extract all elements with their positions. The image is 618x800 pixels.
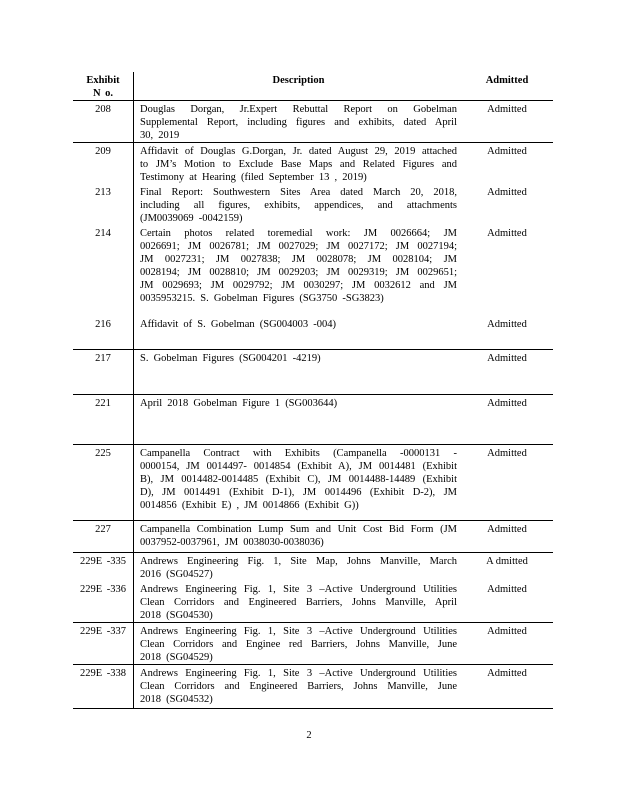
exhibit-number-cell: 217 bbox=[73, 350, 134, 394]
description-line: Clean Corridors and Enginee red Barriers… bbox=[140, 639, 457, 650]
description-line: 2016 (SG04527) bbox=[140, 569, 213, 580]
header-admitted: Admitted bbox=[485, 75, 529, 86]
table-body: 208 Douglas Dorgan, Jr.Expert Rebuttal R… bbox=[73, 100, 553, 708]
admitted-cell: Admitted bbox=[487, 668, 527, 679]
description-line: to JM’s Motion to Exclude Base Maps and … bbox=[140, 159, 457, 170]
description-line: 0037952-0037961, JM 0038030-0038036) bbox=[140, 537, 324, 548]
header-description: Description bbox=[272, 75, 325, 86]
table-row: 227 Campanella Combination Lump Sum and … bbox=[73, 520, 553, 552]
table-row: 209 Affidavit of Douglas G.Dorgan, Jr. d… bbox=[73, 142, 553, 184]
admitted-cell: Admitted bbox=[487, 626, 527, 637]
table-row: 229E -338 Andrews Engineering Fig. 1, Si… bbox=[73, 664, 553, 708]
description-line: Affidavit of S. Gobelman (SG004003 -004) bbox=[140, 319, 337, 330]
exhibit-number-cell: 229E -336 bbox=[73, 581, 134, 622]
exhibit-number-cell: 209 bbox=[73, 143, 134, 184]
description-line: 0014856 (Exhibit E) , JM 0014866 (Exhibi… bbox=[140, 500, 359, 511]
description-line: 30, 2019 bbox=[140, 130, 180, 141]
table-row: 208 Douglas Dorgan, Jr.Expert Rebuttal R… bbox=[73, 100, 553, 142]
description-cell: Campanella Contract with Exhibits (Campa… bbox=[134, 445, 461, 520]
description-cell: Affidavit of Douglas G.Dorgan, Jr. dated… bbox=[134, 143, 461, 184]
description-line: (JM0039069 -0042159) bbox=[140, 213, 243, 224]
admitted-cell: Admitted bbox=[487, 187, 527, 198]
description-line: S. Gobelman Figures (SG004201 -4219) bbox=[140, 353, 321, 364]
description-line: Final Report: Southwestern Sites Area da… bbox=[140, 187, 457, 198]
admitted-cell: Admitted bbox=[487, 584, 527, 595]
exhibit-number-cell: 213 bbox=[73, 184, 134, 225]
description-line: Douglas Dorgan, Jr.Expert Rebuttal Repor… bbox=[140, 104, 457, 115]
description-line: April 2018 Gobelman Figure 1 (SG003644) bbox=[140, 398, 338, 409]
admitted-cell: A dmitted bbox=[486, 556, 528, 567]
exhibit-table: Exhibit N o. Description Admitted 208 Do… bbox=[73, 72, 553, 709]
description-cell: Andrews Engineering Fig. 1, Site 3 –Acti… bbox=[134, 581, 461, 622]
description-cell: April 2018 Gobelman Figure 1 (SG003644) bbox=[134, 395, 461, 444]
description-line: Clean Corridors and Engineered Barriers,… bbox=[140, 597, 457, 608]
description-line: B), JM 0014482-0014485 (Exhibit C), JM 0… bbox=[140, 474, 457, 485]
description-cell: Andrews Engineering Fig. 1, Site Map, Jo… bbox=[134, 553, 461, 581]
exhibit-number-cell: 229E -337 bbox=[73, 623, 134, 664]
description-line: Certain photos related toremedial work: … bbox=[140, 228, 457, 239]
description-line: 0000154, JM 0014497- 0014854 (Exhibit A)… bbox=[140, 461, 457, 472]
description-cell: Douglas Dorgan, Jr.Expert Rebuttal Repor… bbox=[134, 101, 461, 142]
table-row: 213 Final Report: Southwestern Sites Are… bbox=[73, 184, 553, 225]
table-row: 216 Affidavit of S. Gobelman (SG004003 -… bbox=[73, 316, 553, 349]
description-cell: Andrews Engineering Fig. 1, Site 3 –Acti… bbox=[134, 623, 461, 664]
description-cell: Affidavit of S. Gobelman (SG004003 -004) bbox=[134, 316, 461, 349]
description-line: 0028194; JM 0028810; JM 0029203; JM 0029… bbox=[140, 267, 457, 278]
description-line: Testimony at Hearing (filed September 13… bbox=[140, 172, 367, 183]
description-line: Campanella Combination Lump Sum and Unit… bbox=[140, 524, 457, 535]
description-line: 0035953215. S. Gobelman Figures (SG3750 … bbox=[140, 293, 384, 304]
table-row: 229E -335 Andrews Engineering Fig. 1, Si… bbox=[73, 552, 553, 581]
description-line: Campanella Contract with Exhibits (Campa… bbox=[140, 448, 457, 459]
admitted-cell: Admitted bbox=[487, 353, 527, 364]
description-cell: Certain photos related toremedial work: … bbox=[134, 225, 461, 316]
table-header-row: Exhibit N o. Description Admitted bbox=[73, 72, 553, 100]
admitted-cell: Admitted bbox=[487, 448, 527, 459]
description-line: 0026691; JM 0026781; JM 0027029; JM 0027… bbox=[140, 241, 457, 252]
description-line: Andrews Engineering Fig. 1, Site 3 –Acti… bbox=[140, 584, 457, 595]
description-line: JM 0029693; JM 0029792; JM 0030297; JM 0… bbox=[140, 280, 457, 291]
exhibit-number-cell: 229E -338 bbox=[73, 665, 134, 708]
description-line: Andrews Engineering Fig. 1, Site Map, Jo… bbox=[140, 556, 457, 567]
exhibit-number-cell: 216 bbox=[73, 316, 134, 349]
description-line: Andrews Engineering Fig. 1, Site 3 –Acti… bbox=[140, 626, 457, 637]
description-line: Affidavit of Douglas G.Dorgan, Jr. dated… bbox=[140, 146, 457, 157]
description-line: Supplemental Report, including figures a… bbox=[140, 117, 457, 128]
table-row: 229E -336 Andrews Engineering Fig. 1, Si… bbox=[73, 581, 553, 622]
admitted-cell: Admitted bbox=[487, 104, 527, 115]
admitted-cell: Admitted bbox=[487, 398, 527, 409]
admitted-cell: Admitted bbox=[487, 524, 527, 535]
description-line: 2018 (SG04529) bbox=[140, 652, 213, 663]
exhibit-number-cell: 214 bbox=[73, 225, 134, 316]
admitted-cell: Admitted bbox=[487, 146, 527, 157]
header-exhibit-line1: Exhibit bbox=[86, 75, 120, 86]
description-line: Clean Corridors and Engineered Barriers,… bbox=[140, 681, 457, 692]
exhibit-number-cell: 221 bbox=[73, 395, 134, 444]
exhibit-number-cell: 227 bbox=[73, 521, 134, 552]
description-line: including all figures, exhibits, appendi… bbox=[140, 200, 457, 211]
description-line: Andrews Engineering Fig. 1, Site 3 –Acti… bbox=[140, 668, 457, 679]
page-number: 2 bbox=[306, 730, 312, 741]
table-row: 225 Campanella Contract with Exhibits (C… bbox=[73, 444, 553, 520]
description-cell: S. Gobelman Figures (SG004201 -4219) bbox=[134, 350, 461, 394]
table-row: 214 Certain photos related toremedial wo… bbox=[73, 225, 553, 316]
exhibit-number-cell: 225 bbox=[73, 445, 134, 520]
table-row: 221 April 2018 Gobelman Figure 1 (SG0036… bbox=[73, 394, 553, 444]
description-line: 2018 (SG04532) bbox=[140, 694, 213, 705]
exhibit-number-cell: 229E -335 bbox=[73, 553, 134, 581]
description-cell: Andrews Engineering Fig. 1, Site 3 –Acti… bbox=[134, 665, 461, 708]
header-exhibit-no: Exhibit N o. bbox=[73, 72, 134, 100]
description-line: D), JM 0014491 (Exhibit D-1), JM 0014496… bbox=[140, 487, 457, 498]
table-row: 217 S. Gobelman Figures (SG004201 -4219)… bbox=[73, 349, 553, 394]
admitted-cell: Admitted bbox=[487, 228, 527, 239]
admitted-cell: Admitted bbox=[487, 319, 527, 330]
description-cell: Campanella Combination Lump Sum and Unit… bbox=[134, 521, 461, 552]
description-cell: Final Report: Southwestern Sites Area da… bbox=[134, 184, 461, 225]
header-exhibit-line2: N o. bbox=[92, 88, 114, 99]
exhibit-number-cell: 208 bbox=[73, 101, 134, 142]
table-row: 229E -337 Andrews Engineering Fig. 1, Si… bbox=[73, 622, 553, 664]
description-line: JM 0027231; JM 0027838; JM 0028078; JM 0… bbox=[140, 254, 457, 265]
description-line: 2018 (SG04530) bbox=[140, 610, 213, 621]
